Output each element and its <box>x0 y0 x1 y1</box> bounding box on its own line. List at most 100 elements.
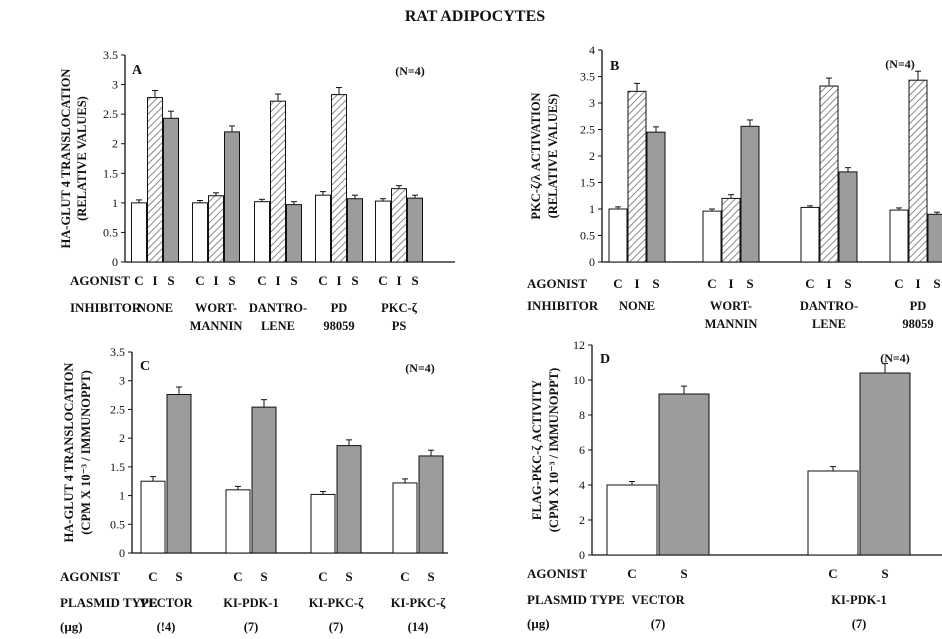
bar <box>254 201 270 263</box>
bar <box>800 206 820 263</box>
group-label: KI-PDK-1 <box>831 593 887 607</box>
bar <box>375 200 391 263</box>
group-label: MANNIN <box>705 317 758 331</box>
group-label: WORT- <box>195 301 237 315</box>
y-axis-label: (CPM X 10⁻³ / IMMUNOPPT) <box>547 368 561 532</box>
group-label: (7) <box>329 620 344 634</box>
y-tick-label: 2 <box>112 137 118 151</box>
y-tick-label: 0 <box>579 548 585 562</box>
group-label: PD <box>910 299 927 313</box>
row-label: (μg) <box>60 619 83 634</box>
y-tick-label: 3 <box>112 78 118 92</box>
panel-letter: C <box>140 359 150 374</box>
y-tick-label: 2.5 <box>103 107 118 121</box>
bar <box>391 188 407 263</box>
agonist-label: C <box>195 273 204 288</box>
row-label: PLASMID TYPE <box>527 592 625 607</box>
sample-size-note: (N=4) <box>395 64 425 78</box>
bar-group: C S VECTOR (!4) <box>139 386 194 634</box>
bar-group: C I S NONE <box>131 89 179 315</box>
bar-group: C I S DANTRO- LENE <box>800 77 858 331</box>
y-axis-label: FLAG-PKC-ζ ACTIVITY <box>530 380 544 520</box>
y-axis-label: (CPM X 10⁻³ / IMMUNOPPT) <box>79 370 93 534</box>
bar <box>315 194 331 263</box>
y-tick-label: 2 <box>589 149 595 163</box>
agonist-label: S <box>680 566 687 581</box>
group-label: 98059 <box>902 317 933 331</box>
agonist-label: I <box>915 276 920 291</box>
group-label: VECTOR <box>631 593 685 607</box>
agonist-label: C <box>378 273 387 288</box>
group-label: LENE <box>812 317 846 331</box>
y-tick-label: 8 <box>579 408 585 422</box>
row-label: AGONIST <box>527 276 587 291</box>
panel-a: 00.511.522.533.5HA-GLUT 4 TRANSLOCATION(… <box>59 48 455 333</box>
y-tick-label: 0.5 <box>580 229 595 243</box>
agonist-label: S <box>746 276 753 291</box>
agonist-label: I <box>634 276 639 291</box>
row-label: PLASMID TYPE <box>60 595 158 610</box>
group-label: PKC-ζ <box>381 301 418 315</box>
group-label: KI-PKC-ζ <box>391 596 446 610</box>
group-label: 98059 <box>323 319 354 333</box>
bar <box>331 94 347 263</box>
agonist-label: S <box>260 569 267 584</box>
y-tick-label: 0.5 <box>110 517 125 531</box>
agonist-label: I <box>152 273 157 288</box>
agonist-label: S <box>427 569 434 584</box>
bar-group: C S KI-PKC-ζ (7) <box>309 439 364 634</box>
bar <box>606 484 658 556</box>
group-label: (7) <box>852 617 867 631</box>
y-tick-label: 2.5 <box>580 123 595 137</box>
y-tick-label: 3 <box>589 96 595 110</box>
bar <box>627 90 647 263</box>
bar-group: C S VECTOR (7) <box>606 385 710 631</box>
agonist-label: I <box>826 276 831 291</box>
agonist-label: S <box>933 276 940 291</box>
panel-letter: A <box>132 63 143 78</box>
bar-group: C I S NONE <box>608 82 666 313</box>
group-label: WORT- <box>710 299 752 313</box>
y-tick-label: 3.5 <box>580 70 595 84</box>
y-tick-label: 1 <box>119 489 125 503</box>
y-tick-label: 0 <box>119 546 125 560</box>
y-tick-label: 4 <box>589 43 595 57</box>
agonist-label: I <box>396 273 401 288</box>
agonist-label: C <box>257 273 266 288</box>
group-label: (7) <box>651 617 666 631</box>
bar <box>270 100 286 263</box>
row-label: INHIBITOR <box>70 300 142 315</box>
bar <box>859 372 911 556</box>
y-tick-label: 3 <box>119 374 125 388</box>
bar-group: C S KI-PDK-1 (7) <box>223 399 279 634</box>
group-label: (14) <box>408 620 429 634</box>
agonist-label: S <box>351 273 358 288</box>
row-label: AGONIST <box>60 569 120 584</box>
y-tick-label: 1.5 <box>580 176 595 190</box>
bar <box>166 393 192 554</box>
group-label: MANNIN <box>190 319 243 333</box>
bar <box>838 171 858 263</box>
panel-b: 0 0.5 1 1.5 2 2.5 3 3.5 4 PKC-ζ/λ ACTIVATION (RELA… <box>527 43 942 331</box>
row-label: INHIBITOR <box>527 298 599 313</box>
group-label: PD <box>331 301 348 315</box>
y-axis-label: PKC-ζ/λ ACTIVATION <box>529 92 543 219</box>
agonist-label: C <box>318 273 327 288</box>
group-label: NONE <box>619 299 655 313</box>
agonist-label: C <box>805 276 814 291</box>
y-axis-label: HA-GLUT 4 TRANSLOCATION <box>62 363 76 543</box>
figure-title: RAT ADIPOCYTES <box>405 8 545 25</box>
panels: 00.511.522.533.5HA-GLUT 4 TRANSLOCATION(… <box>59 43 942 634</box>
y-axis-label: HA-GLUT 4 TRANSLOCATION <box>59 69 73 249</box>
y-tick-label: 2 <box>579 513 585 527</box>
agonist-label: C <box>233 569 242 584</box>
group-label: KI-PDK-1 <box>223 596 279 610</box>
bar <box>147 97 163 263</box>
agonist-label: S <box>652 276 659 291</box>
agonist-label: C <box>707 276 716 291</box>
y-tick-label: 1 <box>589 202 595 216</box>
bar <box>702 210 722 263</box>
